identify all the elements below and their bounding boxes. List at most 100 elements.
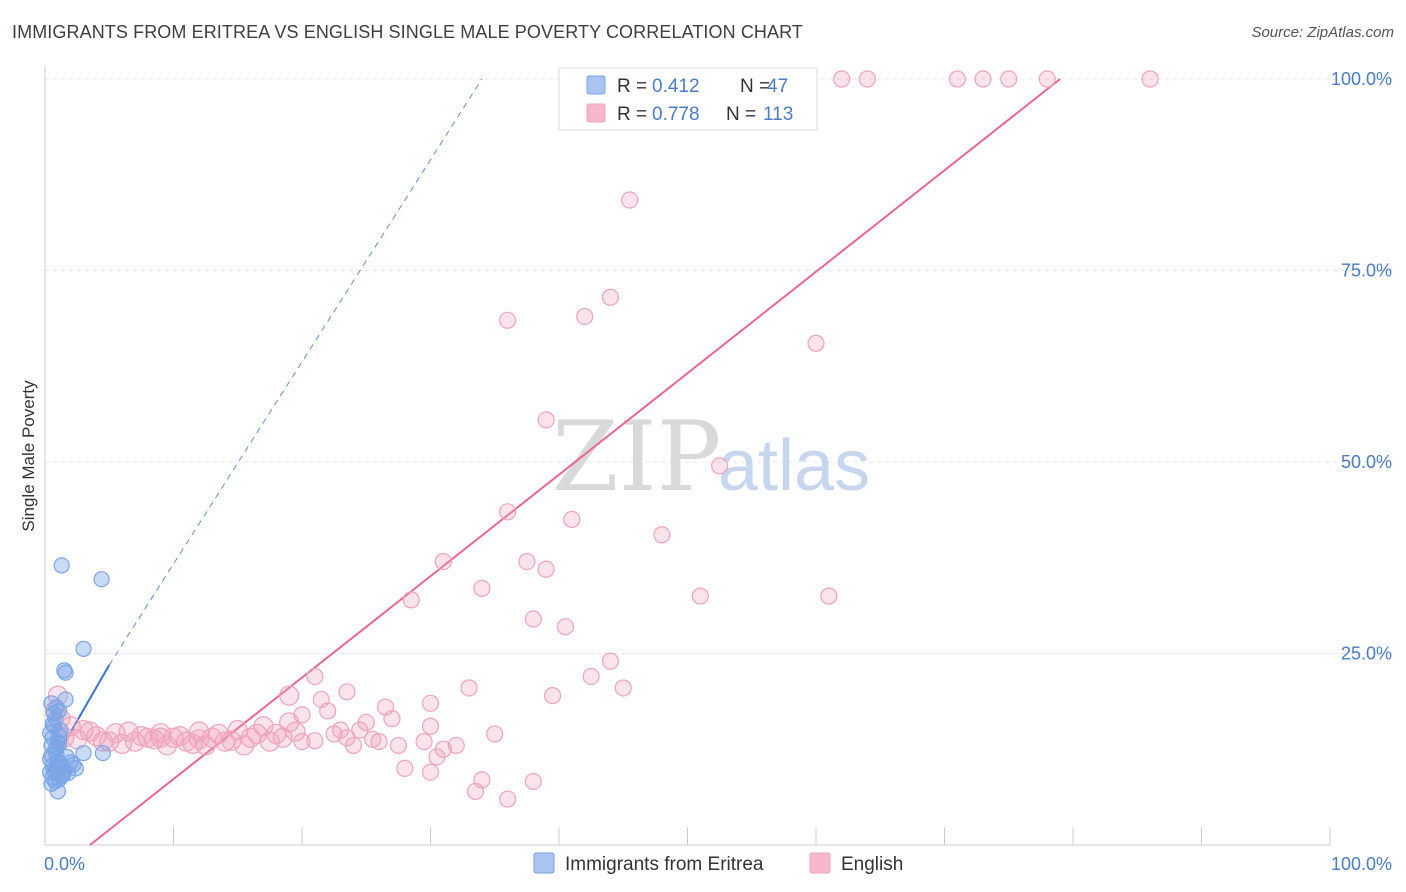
english-point	[383, 710, 401, 728]
legend-swatch-english	[586, 103, 606, 123]
eritrea-point	[45, 705, 63, 722]
watermark: ZIP atlas	[552, 401, 870, 513]
legend-r-label: R =	[617, 104, 647, 125]
eritrea-point	[94, 744, 111, 762]
english-point	[227, 719, 248, 741]
english-point	[1141, 70, 1159, 88]
english-point	[428, 748, 446, 766]
english-point	[948, 70, 966, 88]
legend-swatch-eritrea	[533, 852, 555, 874]
english-point	[543, 687, 562, 705]
english-point	[447, 736, 465, 755]
y-tick-label: 50.0%	[1341, 452, 1392, 472]
english-point	[582, 667, 600, 686]
x-tick-labels: 0.0% 100.0%	[44, 854, 1392, 874]
legend-n-value: 113	[763, 104, 793, 125]
watermark-zip: ZIP	[552, 401, 721, 513]
english-point	[150, 727, 171, 748]
english-point	[285, 721, 306, 742]
english-point	[807, 334, 825, 352]
english-point	[234, 735, 255, 756]
english-point	[524, 610, 542, 628]
english-point	[1038, 70, 1056, 88]
eritrea-point	[43, 747, 60, 764]
english-point	[338, 683, 356, 701]
english-point	[105, 723, 126, 744]
english-point	[499, 311, 517, 329]
english-point	[499, 503, 517, 521]
english-point	[351, 721, 369, 739]
english-point	[537, 411, 555, 429]
english-point	[144, 729, 165, 750]
english-point	[473, 579, 491, 597]
english-point	[73, 719, 94, 741]
legend-r-label: R =	[617, 76, 647, 97]
y-axis-label: Single Male Poverty	[19, 380, 38, 532]
english-point	[1000, 70, 1018, 88]
legend-n-value: 47	[767, 76, 788, 97]
legend-n-label: N =	[726, 104, 756, 125]
legend-r-value: 0.412	[652, 76, 700, 97]
english-point	[246, 723, 268, 745]
english-point	[306, 667, 324, 686]
english-point	[653, 526, 671, 544]
english-point	[306, 732, 324, 750]
english-point	[272, 727, 293, 748]
english-point	[195, 735, 216, 756]
english-point	[415, 732, 433, 751]
english-point	[524, 772, 542, 791]
eritrea-point	[57, 664, 74, 681]
english-point	[396, 759, 414, 778]
english-point	[518, 552, 536, 571]
eritrea-point	[93, 571, 110, 588]
english-point	[402, 591, 420, 609]
english-point	[221, 730, 242, 751]
english-point	[466, 782, 485, 800]
legend-swatch-english	[809, 852, 831, 874]
y-tick-labels: 25.0% 50.0% 75.0% 100.0%	[1331, 69, 1392, 664]
english-point	[537, 560, 555, 578]
x-tick-label: 0.0%	[44, 854, 85, 874]
eritrea-point	[53, 557, 70, 574]
eritrea-trend-extension	[108, 78, 483, 666]
english-point	[259, 731, 280, 752]
legend-label-eritrea: Immigrants from Eritrea	[565, 854, 764, 875]
english-point	[711, 457, 729, 475]
english-point	[189, 729, 210, 750]
eritrea-point	[51, 735, 68, 752]
english-point	[460, 679, 478, 697]
english-point	[150, 723, 171, 744]
english-point	[820, 587, 838, 605]
english-point	[434, 552, 452, 571]
y-tick-label: 100.0%	[1331, 69, 1392, 89]
english-point	[858, 70, 877, 88]
english-point	[421, 717, 440, 735]
english-point	[621, 191, 639, 209]
source-label: Source: ZipAtlas.com	[1251, 24, 1394, 41]
eritrea-point	[75, 744, 92, 762]
english-point	[601, 652, 620, 670]
legend-swatch-eritrea	[586, 75, 606, 95]
english-point	[499, 790, 517, 808]
y-tick-label: 75.0%	[1341, 261, 1392, 281]
axes	[44, 66, 1331, 846]
english-trend-line	[89, 78, 1061, 846]
grid-lines	[45, 78, 1392, 654]
x-tick-label: 100.0%	[1331, 854, 1392, 874]
legend-bottom: Immigrants from Eritrea English	[533, 852, 903, 875]
english-point	[614, 679, 632, 697]
english-point	[576, 307, 594, 326]
english-point	[691, 587, 709, 605]
legend-top: R = 0.412 N = 47 R = 0.778 N = 113	[558, 67, 818, 131]
eritrea-point	[42, 725, 59, 742]
legend-r-value: 0.778	[652, 104, 700, 125]
legend-label-english: English	[841, 854, 903, 875]
english-point	[325, 725, 343, 743]
english-point	[421, 694, 440, 712]
eritrea-point	[62, 754, 79, 771]
legend-n-label: N =	[740, 76, 770, 97]
english-point	[563, 510, 581, 529]
english-point	[364, 730, 382, 748]
english-point	[118, 721, 139, 742]
